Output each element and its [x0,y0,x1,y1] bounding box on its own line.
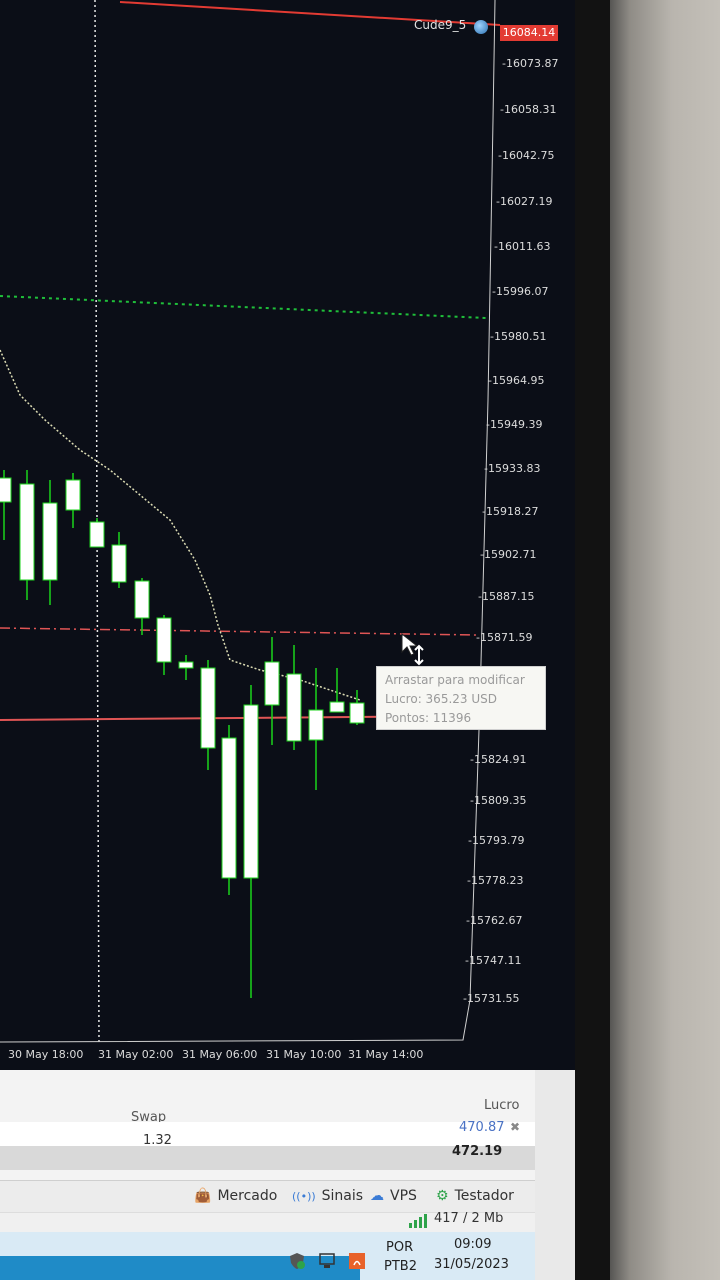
tooltip-profit: Lucro: 365.23 USD [385,692,497,706]
lucro-value: 470.87 [459,1120,505,1135]
tab-testador-label: Testador [454,1188,514,1204]
tab-mercado[interactable]: 👜 Mercado [194,1188,277,1204]
symbol-label: Cude9_5 [414,18,467,32]
candle-body [349,702,365,724]
tab-vps[interactable]: ☁ VPS [370,1188,417,1204]
candle-body [134,580,150,619]
robot-icon [474,20,488,34]
clock-date[interactable]: 31/05/2023 [434,1257,509,1272]
candle-body [178,661,194,669]
table-row[interactable] [0,1122,535,1146]
close-position-icon[interactable]: ✖ [510,1120,521,1134]
status-bar [0,1212,535,1233]
network-icon[interactable] [318,1252,336,1270]
candle-body [65,479,81,511]
signal-broadcast-icon: ((•)) [292,1190,316,1203]
candle-body [156,617,172,663]
column-swap[interactable]: Swap [131,1110,167,1125]
security-shield-icon[interactable] [288,1252,306,1270]
candle-body [42,502,58,581]
tooltip-hint: Arrastar para modificar [385,673,525,687]
background-wall [600,0,720,1280]
cloud-icon: ☁ [370,1188,384,1204]
candle-body [221,737,237,879]
chart-frame [0,0,496,1043]
monitor-bezel [570,0,610,1280]
take-profit-line [0,295,487,319]
candle-body [111,544,127,583]
tab-vps-label: VPS [390,1188,417,1204]
candle-body [264,661,280,706]
candle-body [243,704,259,879]
column-lucro[interactable]: Lucro [484,1098,520,1113]
current-price-tag: 16084.14 [500,25,558,41]
connection-signal-icon [409,1214,427,1228]
tab-sinais[interactable]: ((•)) Sinais [292,1188,363,1204]
total-row [0,1146,535,1170]
shopping-bag-icon: 👜 [194,1188,212,1204]
clock-time[interactable]: 09:09 [454,1237,492,1252]
candle-body [200,667,216,749]
language-code[interactable]: POR [386,1240,414,1255]
toolbox-tabs [0,1180,535,1215]
keyboard-layout[interactable]: PTB2 [384,1259,417,1274]
gear-icon: ⚙ [436,1188,449,1204]
tooltip-points: Pontos: 11396 [385,711,472,725]
candle-body [329,701,345,713]
screen: -16073.87 -16058.31 -16042.75 -16027.19 -160… [0,0,575,1280]
swap-value: 1.32 [143,1133,172,1148]
drag-tooltip: Arrastar para modificar Lucro: 365.23 US… [376,666,546,730]
price-chart[interactable]: -16073.87 -16058.31 -16042.75 -16027.19 -160… [0,0,575,1070]
tab-testador[interactable]: ⚙ Testador [436,1188,514,1204]
candle-body [19,483,35,581]
mouse-cursor-icon [401,632,424,666]
java-icon[interactable] [348,1252,366,1270]
tab-sinais-label: Sinais [321,1188,364,1204]
candle-body [0,477,12,503]
chart-canvas[interactable] [0,0,575,1070]
candle-body [308,709,324,741]
tab-mercado-label: Mercado [217,1188,278,1204]
current-price-line [119,1,501,26]
period-separator [94,0,100,1046]
taskbar-app-strip [0,1256,360,1280]
total-lucro: 472.19 [452,1144,503,1159]
connection-status: 417 / 2 Mb [434,1211,504,1226]
candle-body [89,521,105,548]
candle-body [286,673,302,742]
